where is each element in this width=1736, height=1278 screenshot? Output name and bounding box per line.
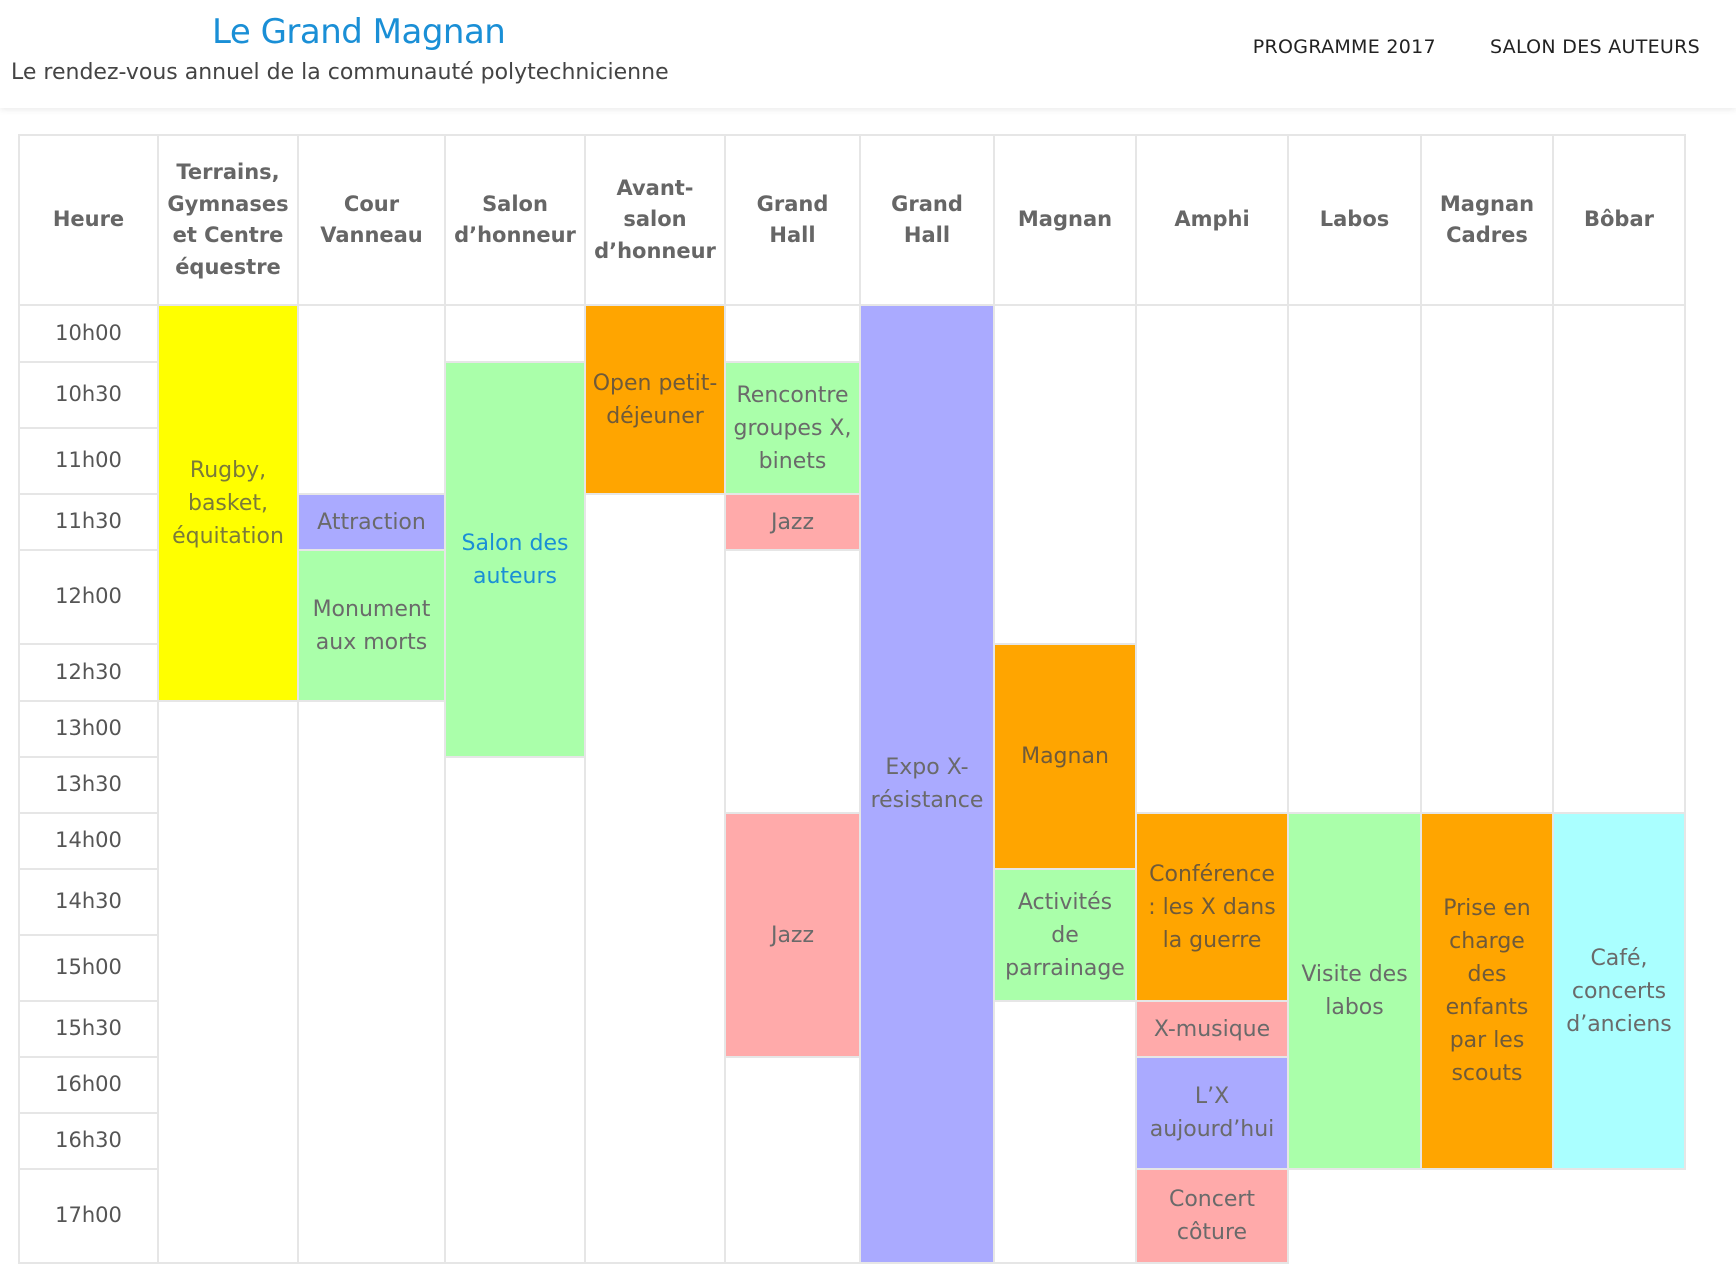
event-conference-x-guerre: Conférence : les X dans la guerre [1137,814,1289,1002]
event-open-petit-dejeuner: Open petit-déjeuner [586,306,726,495]
time-slot: 14h30 [20,870,159,936]
empty-cell [1289,1170,1422,1264]
event-jazz-afternoon: Jazz [726,814,861,1058]
time-slot: 16h00 [20,1058,159,1114]
empty-cell [586,495,726,1264]
empty-cell [1289,306,1422,814]
empty-cell [299,702,446,1264]
empty-cell [159,702,299,1264]
main-nav: PROGRAMME 2017 SALON DES AUTEURS [1253,36,1700,58]
empty-cell [726,551,861,814]
empty-cell [299,306,446,495]
time-slot: 15h30 [20,1002,159,1058]
event-cafe-concerts: Café, concerts d’anciens [1554,814,1686,1170]
event-monument-aux-morts: Monument aux morts [299,551,446,702]
event-x-musique: X-musique [1137,1002,1289,1058]
column-header-grand-hall-2: Grand Hall [861,136,995,306]
empty-cell [1422,1170,1554,1264]
site-tagline: Le rendez-vous annuel de la communauté p… [11,60,669,85]
event-visite-labos: Visite des labos [1289,814,1422,1170]
empty-cell [1554,306,1686,814]
column-header-avant-salon: Avant-salon d’honneur [586,136,726,306]
nav-salon-des-auteurs[interactable]: SALON DES AUTEURS [1489,36,1700,58]
site-title[interactable]: Le Grand Magnan [212,12,506,52]
empty-cell [726,1058,861,1264]
time-slot: 16h30 [20,1114,159,1170]
empty-cell [1137,306,1289,814]
time-slot: 10h30 [20,363,159,429]
time-slot: 10h00 [20,306,159,363]
salon-des-auteurs-link[interactable]: Salon des auteurs [461,530,569,589]
event-expo-x-resistance: Expo X-résistance [861,306,995,1264]
column-header-terrains: Terrains, Gymnases et Centre équestre [159,136,299,306]
event-magnan: Magnan [995,645,1137,870]
event-prise-en-charge-enfants: Prise en charge des enfants par les scou… [1422,814,1554,1170]
column-header-heure: Heure [20,136,159,306]
column-header-bobar: Bôbar [1554,136,1686,306]
empty-cell [995,1002,1137,1264]
schedule-table: Heure Terrains, Gymnases et Centre éques… [18,134,1686,1264]
event-attraction: Attraction [299,495,446,551]
time-slot: 11h00 [20,429,159,495]
event-activites-parrainage: Activités de parrainage [995,870,1137,1002]
column-header-amphi: Amphi [1137,136,1289,306]
empty-cell [995,306,1137,645]
empty-cell [446,758,586,1264]
time-slot: 13h30 [20,758,159,814]
nav-programme[interactable]: PROGRAMME 2017 [1252,36,1436,58]
time-slot: 17h00 [20,1170,159,1264]
time-slot: 15h00 [20,936,159,1002]
time-slot: 11h30 [20,495,159,551]
time-slot: 13h00 [20,702,159,758]
time-slot: 12h00 [20,551,159,645]
column-header-magnan: Magnan [995,136,1137,306]
column-header-magnan-cadres: Magnan Cadres [1422,136,1554,306]
column-header-grand-hall-1: Grand Hall [726,136,861,306]
event-salon-des-auteurs[interactable]: Salon des auteurs [446,363,586,758]
event-x-aujourdhui: L’X aujourd’hui [1137,1058,1289,1170]
empty-cell [1554,1170,1686,1264]
event-rugby: Rugby, basket, équitation [159,306,299,702]
empty-cell [446,306,586,363]
time-slot: 14h00 [20,814,159,870]
column-header-salon-honneur: Salon d’honneur [446,136,586,306]
column-header-labos: Labos [1289,136,1422,306]
event-jazz-morning: Jazz [726,495,861,551]
time-slot: 12h30 [20,645,159,702]
event-concert-coture: Concert côture [1137,1170,1289,1264]
site-header: Le Grand Magnan Le rendez-vous annuel de… [0,0,1736,108]
empty-cell [726,306,861,363]
empty-cell [1422,306,1554,814]
column-header-cour-vanneau: Cour Vanneau [299,136,446,306]
event-rencontre-groupes: Rencontre groupes X, binets [726,363,861,495]
